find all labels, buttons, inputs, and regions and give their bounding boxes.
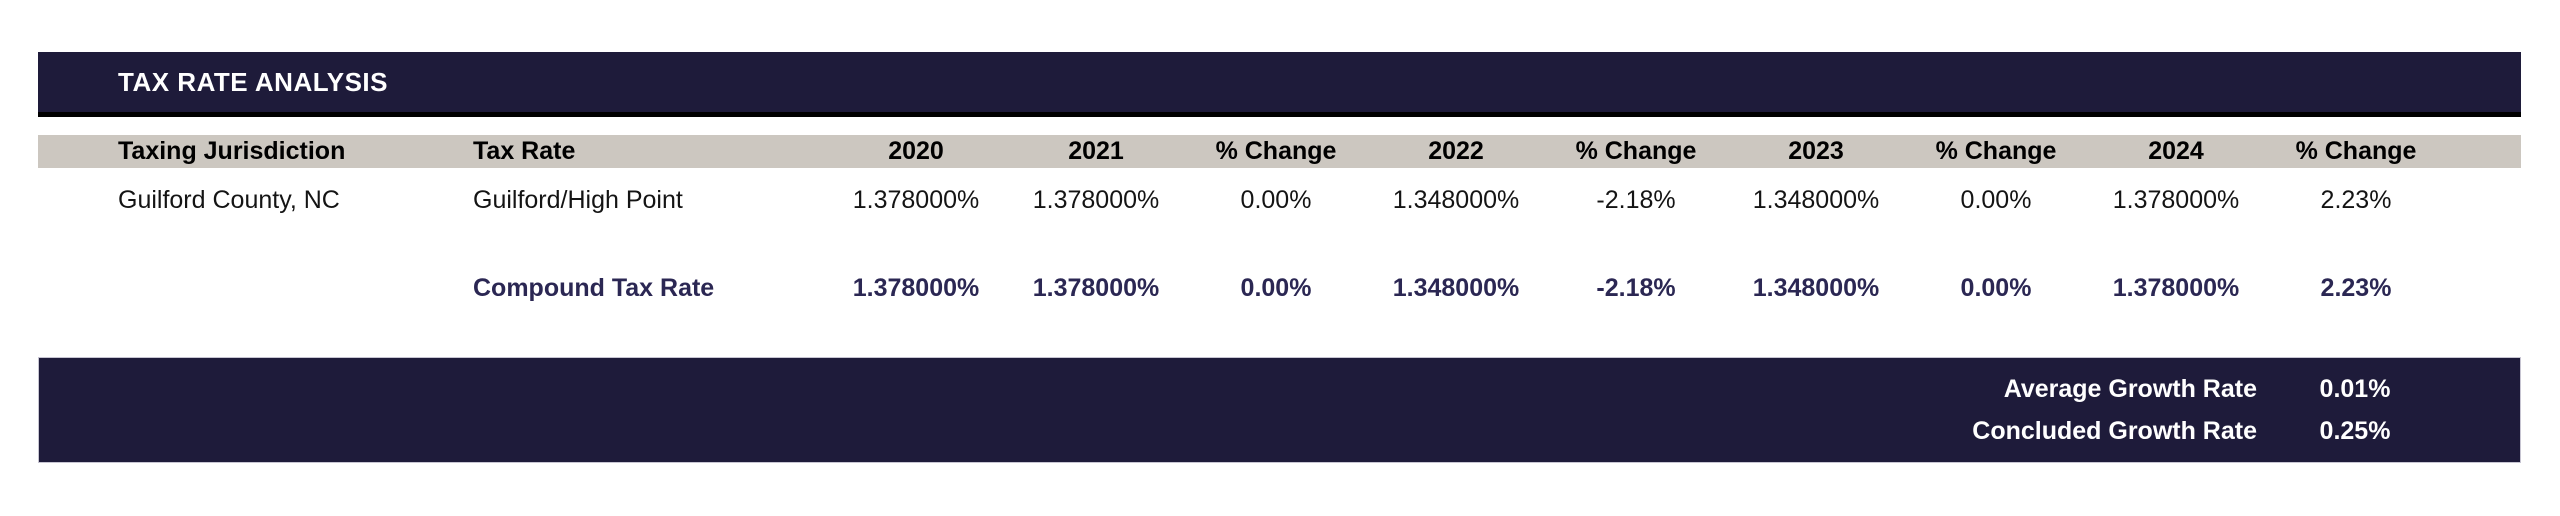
rate-2022-cell: 1.348000%: [1392, 185, 1520, 214]
compound-pct-change-3-cell: 0.00%: [1960, 273, 2032, 302]
compound-pct-change-4-cell: 2.23%: [2320, 273, 2392, 302]
compound-2020-cell: 1.378000%: [852, 273, 980, 302]
concluded-growth-rate-label: Concluded Growth Rate: [1972, 416, 2257, 445]
column-header-2022: 2022: [1428, 137, 1484, 165]
concluded-growth-rate-row: Concluded Growth Rate 0.25%: [39, 410, 2445, 452]
compound-2024-cell: 1.378000%: [2112, 273, 2240, 302]
column-header-2020: 2020: [888, 137, 944, 165]
rate-2024-cell: 1.378000%: [2112, 185, 2240, 214]
rate-2020-cell: 1.378000%: [852, 185, 980, 214]
rate-2021-cell: 1.378000%: [1032, 185, 1160, 214]
tax-rate-name-cell: Guilford/High Point: [473, 185, 683, 214]
average-growth-rate-label: Average Growth Rate: [2003, 374, 2257, 403]
column-header-pct-change-3: % Change: [1935, 137, 2057, 165]
pct-change-1-cell: 0.00%: [1240, 185, 1312, 214]
pct-change-2-cell: -2.18%: [1596, 185, 1676, 214]
compound-2022-cell: 1.348000%: [1392, 273, 1520, 302]
compound-tax-rate-row: Compound Tax Rate 1.378000% 1.378000% 0.…: [38, 258, 2521, 318]
compound-2023-cell: 1.348000%: [1752, 273, 1880, 302]
compound-row-label: Compound Tax Rate: [473, 273, 715, 302]
pct-change-4-cell: 2.23%: [2320, 185, 2392, 214]
average-growth-rate-row: Average Growth Rate 0.01%: [39, 368, 2445, 410]
compound-pct-change-1-cell: 0.00%: [1240, 273, 1312, 302]
column-header-pct-change-4: % Change: [2295, 137, 2417, 165]
average-growth-rate-value: 0.01%: [2319, 374, 2391, 403]
column-header-taxing-jurisdiction: Taxing Jurisdiction: [118, 137, 346, 165]
title-bar: TAX RATE ANALYSIS: [38, 52, 2521, 117]
compound-2021-cell: 1.378000%: [1032, 273, 1160, 302]
pct-change-3-cell: 0.00%: [1960, 185, 2032, 214]
summary-bar: Average Growth Rate 0.01% Concluded Grow…: [38, 357, 2521, 463]
rate-2023-cell: 1.348000%: [1752, 185, 1880, 214]
blank-row: [38, 232, 2521, 258]
column-header-2021: 2021: [1068, 137, 1124, 165]
column-header-row: Taxing Jurisdiction Tax Rate 2020 2021 %…: [38, 135, 2521, 168]
table-row: Guilford County, NC Guilford/High Point …: [38, 168, 2521, 232]
column-header-pct-change-2: % Change: [1575, 137, 1697, 165]
column-header-2024: 2024: [2148, 137, 2204, 165]
page-title: TAX RATE ANALYSIS: [118, 66, 388, 97]
column-header-tax-rate: Tax Rate: [473, 137, 576, 165]
compound-pct-change-2-cell: -2.18%: [1596, 273, 1676, 302]
report-sheet: TAX RATE ANALYSIS Taxing Jurisdiction Ta…: [38, 52, 2521, 463]
concluded-growth-rate-value: 0.25%: [2319, 416, 2391, 445]
jurisdiction-cell: Guilford County, NC: [118, 185, 340, 214]
column-header-2023: 2023: [1788, 137, 1844, 165]
column-header-pct-change-1: % Change: [1215, 137, 1337, 165]
